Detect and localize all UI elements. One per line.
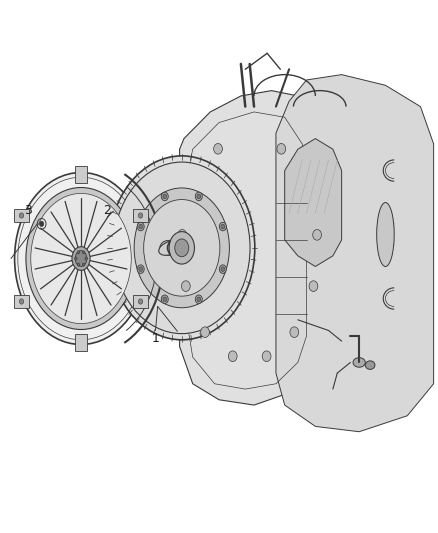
Circle shape [195,295,202,303]
Polygon shape [158,237,181,280]
Circle shape [277,143,286,154]
Circle shape [290,327,299,337]
Circle shape [219,265,226,273]
Circle shape [161,295,168,303]
Circle shape [313,230,321,240]
Circle shape [39,221,44,227]
Polygon shape [133,209,148,222]
Circle shape [138,213,143,218]
Ellipse shape [113,162,250,334]
Polygon shape [180,91,320,405]
Ellipse shape [31,193,131,324]
Text: 1: 1 [152,332,159,345]
Circle shape [228,351,237,361]
Circle shape [195,192,202,201]
Polygon shape [285,139,342,266]
Circle shape [138,299,143,304]
Ellipse shape [160,240,177,255]
Circle shape [221,267,225,271]
Ellipse shape [75,251,87,266]
Circle shape [309,281,318,292]
Circle shape [163,194,167,199]
Polygon shape [75,166,87,183]
Circle shape [197,297,201,302]
Ellipse shape [353,358,365,367]
Ellipse shape [144,199,220,296]
Circle shape [77,251,80,254]
Ellipse shape [134,188,230,308]
Circle shape [85,257,88,260]
Ellipse shape [169,232,194,264]
Circle shape [161,192,168,201]
Circle shape [137,222,144,231]
Circle shape [214,143,223,154]
Circle shape [139,224,143,229]
Ellipse shape [159,240,182,255]
Polygon shape [75,334,87,351]
Text: 3: 3 [25,204,32,217]
Circle shape [82,251,85,254]
Circle shape [197,194,201,199]
Circle shape [163,297,167,302]
Ellipse shape [377,203,394,266]
Circle shape [74,257,77,260]
Circle shape [201,327,209,337]
Circle shape [221,224,225,229]
Ellipse shape [365,361,375,369]
Polygon shape [133,295,148,308]
Circle shape [181,281,190,292]
Ellipse shape [14,173,148,344]
Polygon shape [14,209,29,222]
Text: 2: 2 [103,204,111,217]
Circle shape [19,299,24,304]
Polygon shape [14,295,29,308]
Circle shape [137,265,144,273]
Ellipse shape [72,247,90,270]
Circle shape [139,267,143,271]
Polygon shape [276,75,434,432]
Circle shape [219,222,226,231]
Circle shape [262,351,271,361]
Circle shape [77,263,80,266]
Ellipse shape [109,156,255,340]
Ellipse shape [26,188,136,329]
Ellipse shape [175,239,189,257]
Circle shape [82,263,85,266]
Circle shape [178,230,187,240]
Circle shape [19,213,24,218]
